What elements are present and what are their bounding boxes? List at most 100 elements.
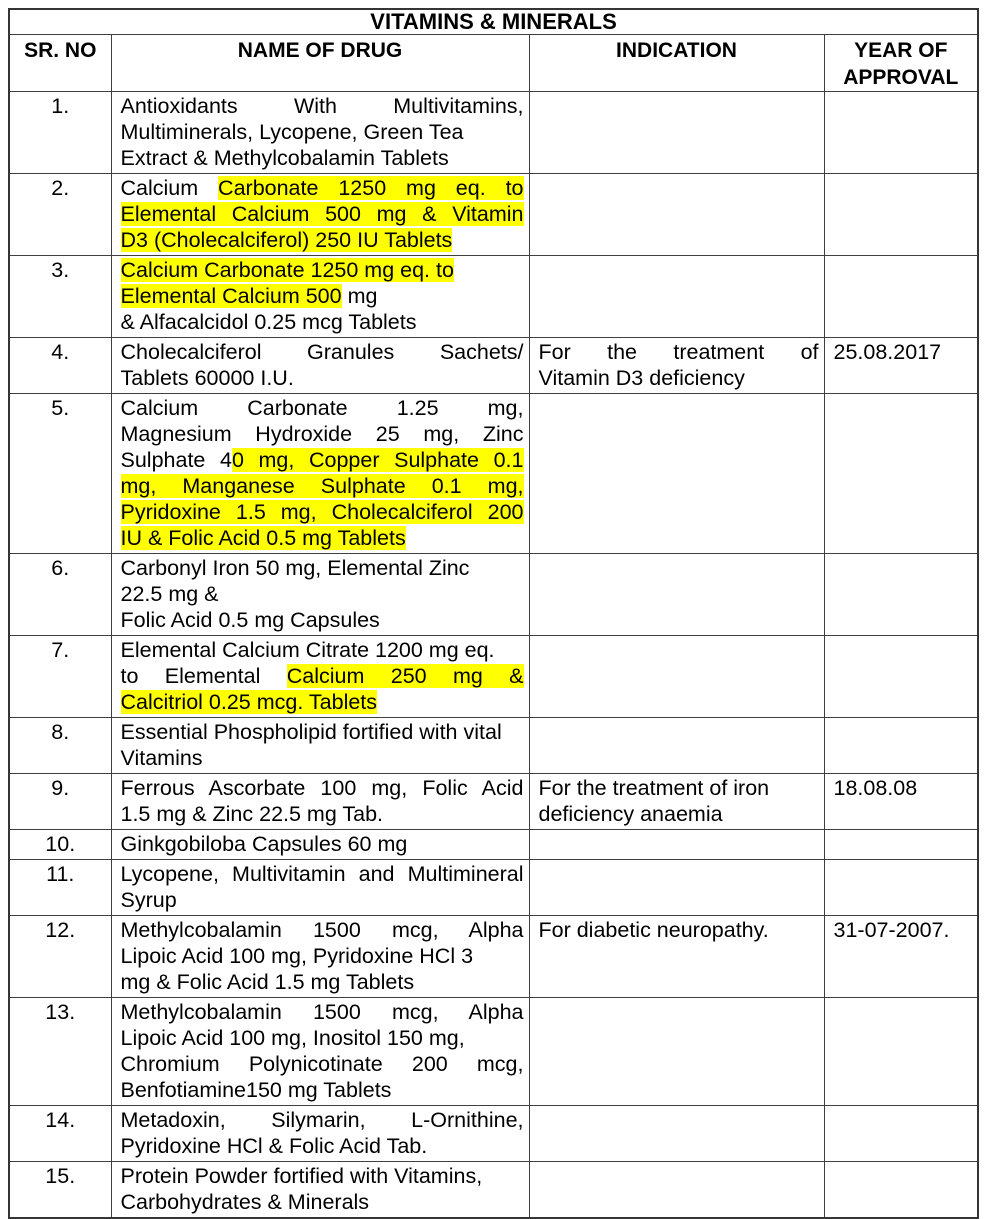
text-segment: Folic Acid 0.5 mg Capsules — [120, 608, 380, 632]
table-row: 5. Calcium Carbonate 1.25 mg, Magnesium Hy… — [8, 393, 979, 554]
text-segment: Extract & Methylcobalamin Tablets — [120, 146, 449, 170]
indication-cell — [528, 635, 825, 718]
drug-name-cell: Metadoxin, Silymarin, L-Ornithine, Pyrido… — [110, 1105, 530, 1162]
text-line: IU & Folic Acid 0.5 mg Tablets — [120, 525, 524, 551]
indication-cell — [528, 255, 825, 338]
text-segment: Vitamin D3 deficiency — [538, 366, 745, 390]
sr-no-cell: 6. — [8, 553, 112, 636]
text-segment: deficiency anaemia — [538, 802, 723, 826]
text-segment: Ferrous Ascorbate 100 mg, Folic Acid — [120, 776, 524, 800]
indication-cell — [528, 1161, 825, 1219]
drug-name-cell: Ferrous Ascorbate 100 mg, Folic Acid 1.5 … — [110, 773, 530, 830]
indication-cell: For diabetic neuropathy. — [528, 915, 825, 998]
table-row: 2. Calcium Carbonate 1250 mg eq. to Elemen… — [8, 173, 979, 256]
text-segment: Benfotiamine150 mg Tablets — [120, 1078, 392, 1102]
text-segment: Lipoic Acid 100 mg, Pyridoxine HCl 3 — [120, 944, 474, 968]
indication-cell: For the treatment of iron deficiency anae… — [528, 773, 825, 830]
text-line: Calcium Carbonate 1250 mg eq. to — [120, 257, 524, 283]
column-header-indication: INDICATION — [528, 34, 825, 92]
drug-name-cell: Lycopene, Multivitamin and Multimineral S… — [110, 859, 530, 916]
table-row: 8. Essential Phospholipid fortified with … — [8, 717, 979, 774]
text-line: Protein Powder fortified with Vitamins, — [121, 1163, 524, 1189]
year-cell — [823, 829, 979, 860]
table-row: 6. Carbonyl Iron 50 mg, Elemental Zinc 22.… — [8, 553, 979, 636]
highlighted-text: Elemental Calcium 500 — [120, 284, 342, 308]
table-row: 7. Elemental Calcium Citrate 1200 mg eq. t… — [8, 635, 979, 718]
text-segment: mg & Folic Acid 1.5 mg Tablets — [120, 970, 415, 994]
text-line: Elemental Calcium 500 mg & Vitamin — [120, 201, 524, 227]
drug-name-cell: Ginkgobiloba Capsules 60 mg — [110, 829, 530, 860]
text-segment: Methylcobalamin 1500 mcg, Alpha — [120, 918, 524, 942]
text-line: Extract & Methylcobalamin Tablets — [121, 145, 524, 171]
text-line: Benfotiamine150 mg Tablets — [121, 1077, 524, 1103]
text-segment: For the treatment of — [538, 340, 819, 364]
drug-name-cell: Carbonyl Iron 50 mg, Elemental Zinc 22.5 … — [110, 553, 530, 636]
table-row: 3. Calcium Carbonate 1250 mg eq. to Elemen… — [8, 255, 979, 338]
drug-name-cell: Methylcobalamin 1500 mcg, Alpha Lipoic Ac… — [110, 915, 530, 998]
table-row: 14. Metadoxin, Silymarin, L-Ornithine, Pyr… — [8, 1105, 979, 1162]
highlighted-text: Calcium 250 mg & — [286, 664, 524, 688]
text-line: Metadoxin, Silymarin, L-Ornithine, — [121, 1107, 524, 1133]
text-line: to Elemental Calcium 250 mg & — [121, 663, 524, 689]
year-cell: 25.08.2017 — [823, 337, 979, 394]
sr-no-cell: 15. — [8, 1161, 112, 1219]
year-cell — [823, 393, 979, 554]
header-row: SR. NO NAME OF DRUG INDICATION YEAR OF A… — [8, 34, 979, 92]
sr-no-cell: 12. — [8, 915, 112, 998]
drug-name-cell: Calcium Carbonate 1250 mg eq. to Elementa… — [110, 173, 530, 256]
text-segment: 22.5 mg & — [120, 582, 219, 606]
text-segment: Multiminerals, Lycopene, Green Tea — [120, 120, 464, 144]
text-line: Pyridoxine 1.5 mg, Cholecalciferol 200 — [120, 499, 524, 525]
text-segment: Cholecalciferol Granules Sachets/ — [120, 340, 524, 364]
text-segment: Protein Powder fortified with Vitamins, — [120, 1164, 483, 1188]
text-segment: Carbonyl Iron 50 mg, Elemental Zinc — [120, 556, 470, 580]
text-segment: Sulphate 4 — [120, 448, 232, 472]
vitamins-minerals-table: VITAMINS & MINERALS SR. NO NAME OF DRUG … — [8, 8, 980, 1219]
indication-cell — [528, 91, 825, 174]
highlighted-text: Calcitriol 0.25 mcg. Tablets — [120, 690, 378, 714]
year-cell — [823, 635, 979, 718]
text-line: Calcium Carbonate 1.25 mg, — [121, 395, 524, 421]
text-line: Ferrous Ascorbate 100 mg, Folic Acid — [121, 775, 524, 801]
text-line: Folic Acid 0.5 mg Capsules — [121, 607, 524, 633]
year-cell — [823, 91, 979, 174]
table-row: 12. Methylcobalamin 1500 mcg, Alpha Lipoic… — [8, 915, 979, 998]
text-segment: For diabetic neuropathy. — [538, 918, 769, 942]
sr-no-cell: 4. — [8, 337, 112, 394]
text-line: Calcitriol 0.25 mcg. Tablets — [120, 689, 524, 715]
text-line: Calcium Carbonate 1250 mg eq. to — [121, 175, 524, 201]
text-line: Tablets 60000 I.U. — [121, 365, 524, 391]
sr-no-cell: 7. — [8, 635, 112, 718]
text-line: Carbonyl Iron 50 mg, Elemental Zinc — [121, 555, 524, 581]
text-line: Elemental Calcium Citrate 1200 mg eq. — [121, 637, 524, 663]
table-row: 15. Protein Powder fortified with Vitamin… — [8, 1161, 979, 1219]
text-line: For diabetic neuropathy. — [539, 917, 819, 943]
text-line: deficiency anaemia — [539, 801, 819, 827]
column-header-name-of-drug: NAME OF DRUG — [110, 34, 530, 92]
text-segment: Antioxidants With Multivitamins, — [120, 94, 524, 118]
drug-name-cell: Calcium Carbonate 1.25 mg, Magnesium Hydr… — [110, 393, 530, 554]
drug-name-cell: Essential Phospholipid fortified with vi… — [110, 717, 530, 774]
column-header-sr-no: SR. NO — [8, 34, 112, 92]
text-segment: Syrup — [120, 888, 177, 912]
text-segment: to Elemental — [120, 664, 287, 688]
text-segment: Chromium Polynicotinate 200 mcg, — [120, 1052, 524, 1076]
indication-cell — [528, 997, 825, 1106]
text-line: Methylcobalamin 1500 mcg, Alpha — [121, 917, 524, 943]
text-segment: & Alfacalcidol 0.25 mcg Tablets — [120, 310, 417, 334]
text-line: Lipoic Acid 100 mg, Inositol 150 mg, — [121, 1025, 524, 1051]
text-segment: Metadoxin, Silymarin, L-Ornithine, — [120, 1108, 524, 1132]
text-line: Magnesium Hydroxide 25 mg, Zinc — [121, 421, 524, 447]
sr-no-cell: 9. — [8, 773, 112, 830]
text-line: Ginkgobiloba Capsules 60 mg — [121, 831, 524, 857]
drug-name-cell: Protein Powder fortified with Vitamins, C… — [110, 1161, 530, 1219]
text-line: Methylcobalamin 1500 mcg, Alpha — [121, 999, 524, 1025]
table-row: 10. Ginkgobiloba Capsules 60 mg — [8, 829, 979, 860]
table-row: 4. Cholecalciferol Granules Sachets/Table… — [8, 337, 979, 394]
text-segment: Magnesium Hydroxide 25 mg, Zinc — [120, 422, 524, 446]
indication-cell — [528, 173, 825, 256]
highlighted-text: Calcium Carbonate 1250 mg eq. to — [120, 258, 454, 282]
highlighted-text: mg, Manganese Sulphate 0.1 mg, — [120, 474, 524, 498]
text-line: Lipoic Acid 100 mg, Pyridoxine HCl 3 — [121, 943, 524, 969]
